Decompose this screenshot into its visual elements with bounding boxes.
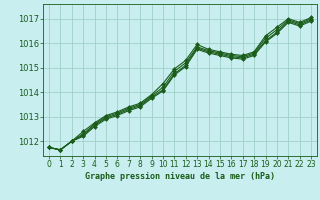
X-axis label: Graphe pression niveau de la mer (hPa): Graphe pression niveau de la mer (hPa) — [85, 172, 275, 181]
